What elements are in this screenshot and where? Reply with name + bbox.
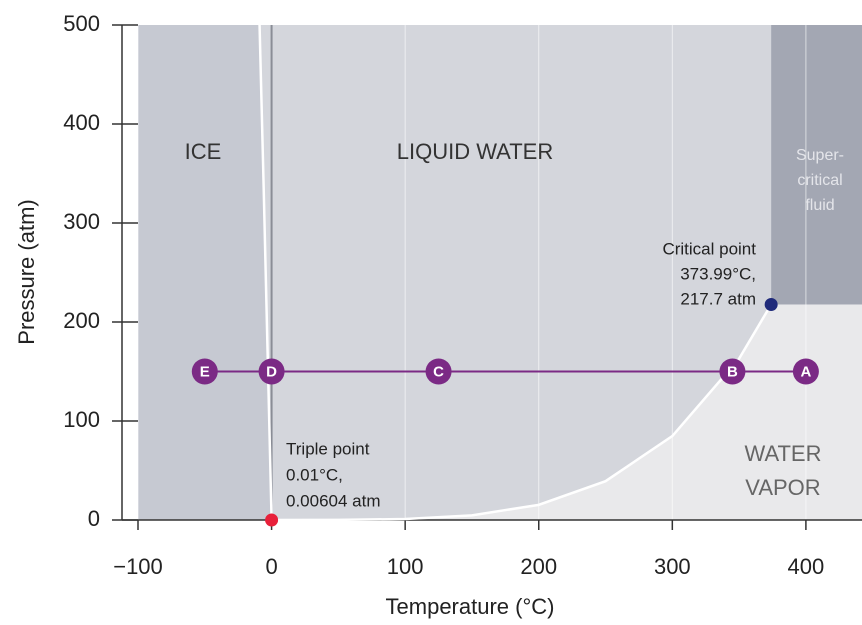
annotation: 0.00604 atm [286,491,381,510]
y-tick-label: 300 [63,209,100,234]
phase-boundary [258,24,273,521]
region-label: VAPOR [745,475,820,500]
annotation: 217.7 atm [680,289,756,308]
ice-region [138,25,272,520]
region-label: WATER [745,441,822,466]
x-tick-label: 300 [654,554,691,579]
state-marker [792,358,819,385]
x-tick-label: −100 [113,554,163,579]
x-axis-label: Temperature (°C) [386,594,555,619]
state-marker [191,358,218,385]
y-tick-label: 500 [63,11,100,36]
state-label: D [266,363,277,380]
x-tick-label: 400 [788,554,825,579]
supercritical-region [771,25,862,305]
liquid-region [259,25,772,520]
phase-boundary [271,303,773,522]
y-tick-label: 0 [88,506,100,531]
region-label: ICE [185,139,222,164]
annotation: 373.99°C, [680,264,756,283]
state-marker [425,358,452,385]
annotation: Triple point [286,439,370,458]
x-tick-label: 200 [520,554,557,579]
x-tick-label: 100 [387,554,424,579]
state-label: B [727,363,738,380]
y-tick-label: 100 [63,407,100,432]
y-tick-label: 200 [63,308,100,333]
state-marker [719,358,746,385]
region-label: Super- [796,147,844,164]
triple-point [265,513,279,527]
annotation: 0.01°C, [286,465,343,484]
annotation: Critical point [662,239,756,258]
y-tick-label: 400 [63,110,100,135]
state-label: C [433,363,444,380]
y-axis-label: Pressure (atm) [14,199,39,344]
critical-point [764,297,778,311]
x-tick-label: 0 [265,554,277,579]
region-label: critical [797,172,842,189]
region-label: fluid [805,197,834,214]
state-label: A [800,363,811,380]
state-label: E [200,363,210,380]
state-marker [258,358,285,385]
region-label: LIQUID WATER [397,139,553,164]
